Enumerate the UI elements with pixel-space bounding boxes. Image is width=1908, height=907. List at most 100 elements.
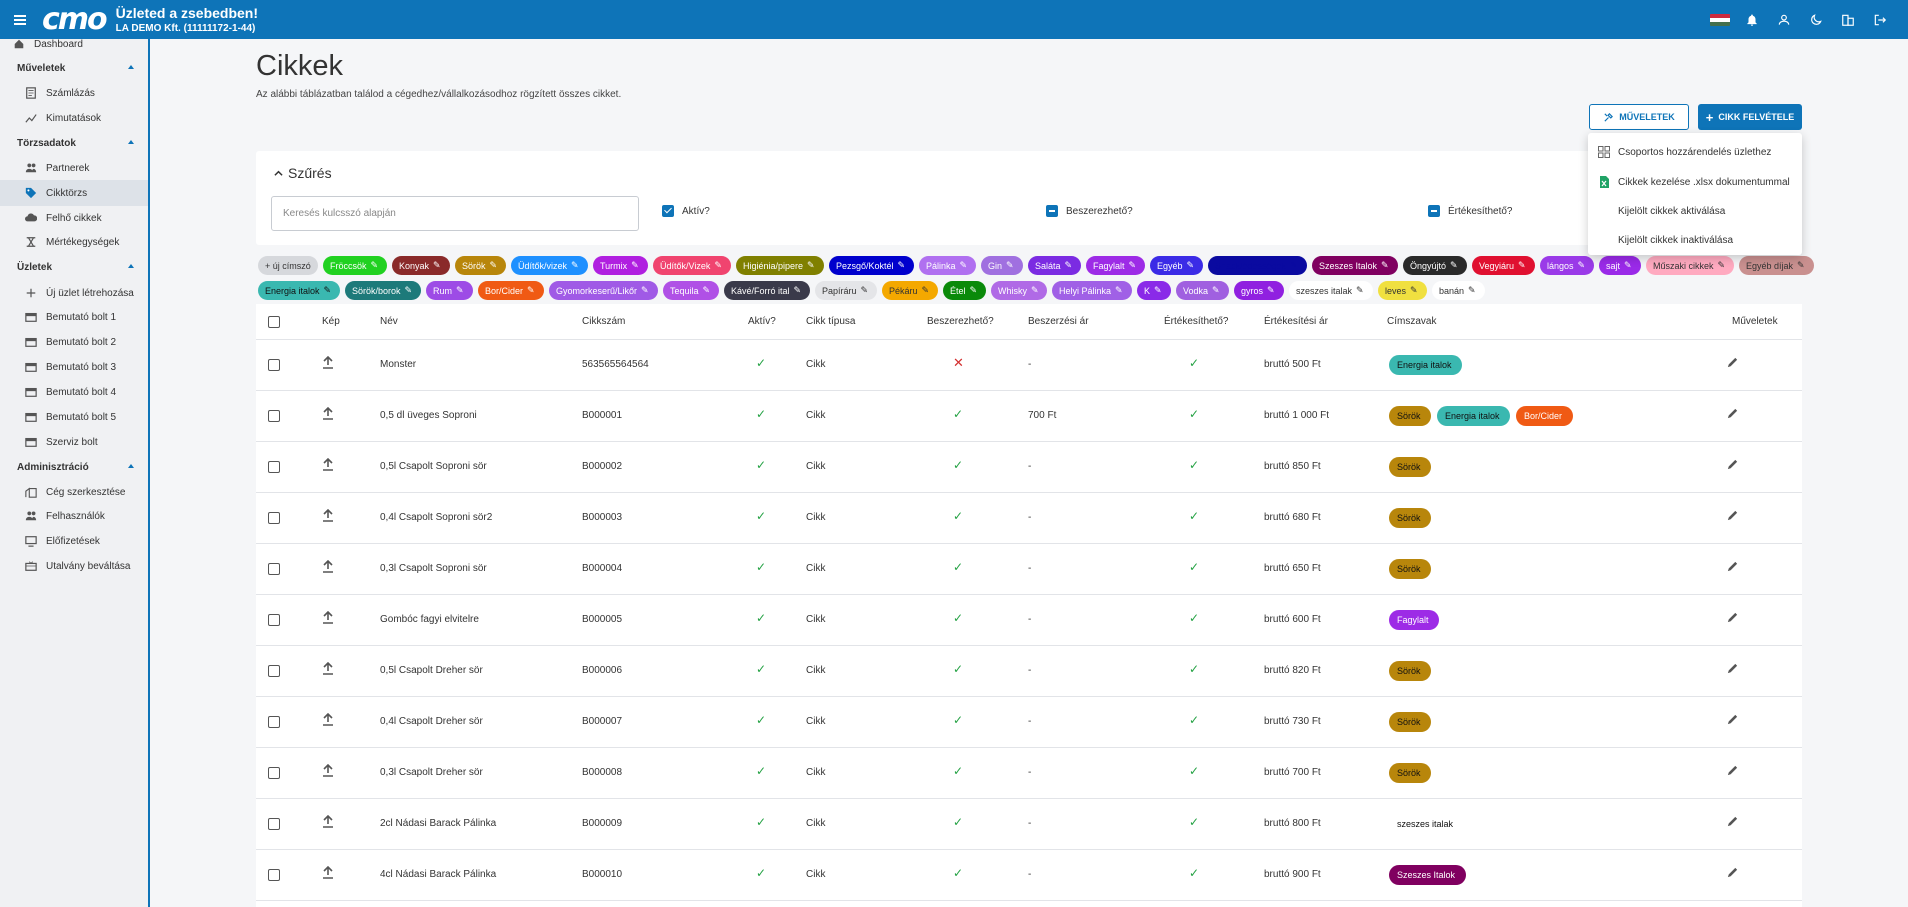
upload-image-icon[interactable]: [322, 559, 334, 577]
sidebar-section-muveletek[interactable]: Műveletek: [0, 56, 148, 80]
pencil-icon[interactable]: ✎: [921, 285, 930, 295]
sidebar-item-elofizetesek[interactable]: Előfizetések: [0, 528, 148, 554]
upload-image-icon[interactable]: [322, 865, 334, 883]
pencil-icon[interactable]: ✎: [433, 260, 441, 270]
sidebar-item-kimutatasok[interactable]: Kimutatások: [0, 105, 148, 131]
pencil-icon[interactable]: ✎: [807, 260, 815, 270]
pencil-icon[interactable]: ✎: [714, 260, 722, 270]
purchasable-checkbox[interactable]: [1046, 205, 1058, 217]
tag-chip[interactable]: Helyi Pálinka ✎: [1052, 281, 1132, 300]
table-row[interactable]: 0,5l Csapolt Dreher sör B000006 ✓ Cikk ✓ - ✓ br…: [256, 646, 1802, 697]
pencil-icon[interactable]: ✎: [793, 285, 802, 295]
bell-icon[interactable]: [1742, 10, 1762, 30]
tag-chip[interactable]: sajt ✎: [1599, 256, 1641, 275]
edit-pencil-icon[interactable]: [1726, 764, 1739, 780]
active-checkbox[interactable]: [662, 205, 674, 217]
table-row[interactable]: Monster 563565564564 ✓ Cikk ✕ - ✓ bruttó 500 Ft…: [256, 340, 1802, 391]
edit-pencil-icon[interactable]: [1726, 815, 1739, 831]
col-header-name[interactable]: Név: [380, 316, 398, 327]
logout-icon[interactable]: [1870, 10, 1890, 30]
pencil-icon[interactable]: ✎: [404, 285, 413, 295]
table-row[interactable]: Gombóc fagyi elvitelre B000005 ✓ Cikk ✓ - ✓ bru…: [256, 595, 1802, 646]
active-filter[interactable]: Aktív?: [662, 205, 710, 217]
table-row[interactable]: 0,3l Csapolt Soproni sör B000004 ✓ Cikk ✓ - ✓ b…: [256, 544, 1802, 595]
pencil-icon[interactable]: ✎: [897, 260, 906, 270]
tag-chip[interactable]: Konyak ✎: [392, 256, 450, 275]
row-checkbox[interactable]: [268, 512, 280, 524]
col-header-purchasable[interactable]: Beszerezhető?: [927, 316, 994, 327]
sidebar-section-uzletek[interactable]: Üzletek: [0, 255, 148, 279]
sidebar-item-utalvany-bevaltasa[interactable]: Utalvány beváltása: [0, 553, 148, 579]
pencil-icon[interactable]: ✎: [702, 285, 711, 295]
col-header-sku[interactable]: Cikkszám: [582, 316, 626, 327]
pencil-icon[interactable]: ✎: [370, 260, 379, 270]
pencil-icon[interactable]: ✎: [1518, 260, 1526, 270]
tag-chip[interactable]: Energia italok ✎: [258, 281, 340, 300]
tag-chip[interactable]: Kávé/Forró ital ✎: [724, 281, 810, 300]
tag-chip[interactable]: Szeszes Italok ✎: [1312, 256, 1398, 275]
pencil-icon[interactable]: ✎: [959, 260, 968, 270]
sellable-filter[interactable]: Értékesíthető?: [1428, 205, 1512, 217]
tag-chip[interactable]: Papíráru ✎: [815, 281, 877, 300]
tag-chip[interactable]: Egyéb díjak ✎: [1739, 256, 1814, 275]
sidebar-section-torzsadatok[interactable]: Törzsadatok: [0, 131, 148, 155]
pencil-icon[interactable]: ✎: [1154, 285, 1162, 295]
operations-button[interactable]: MŰVELETEK: [1589, 104, 1689, 130]
row-checkbox[interactable]: [268, 716, 280, 728]
sidebar-item-ceg-szerkesztese[interactable]: Cég szerkesztése: [0, 479, 148, 505]
add-item-button[interactable]: + CIKK FELVÉTELE: [1698, 104, 1802, 130]
pencil-icon[interactable]: ✎: [323, 285, 332, 295]
upload-image-icon[interactable]: [322, 610, 334, 628]
upload-image-icon[interactable]: [322, 508, 334, 526]
col-header-image[interactable]: Kép: [322, 316, 340, 327]
sidebar-item-szerviz-bolt[interactable]: Szerviz bolt: [0, 429, 148, 455]
search-input[interactable]: Keresés kulcsszó alapján: [271, 196, 639, 231]
edit-pencil-icon[interactable]: [1726, 356, 1739, 372]
tag-chip[interactable]: Tequila ✎: [663, 281, 719, 300]
tag-chip[interactable]: banán ✎: [1432, 281, 1485, 300]
edit-pencil-icon[interactable]: [1726, 611, 1739, 627]
edit-pencil-icon[interactable]: [1726, 458, 1739, 474]
sidebar-item-uj-uzlet-letrehozasa[interactable]: Új üzlet létrehozása: [0, 280, 148, 306]
tag-chip[interactable]: Műszaki cikkek ✎: [1646, 256, 1734, 275]
menu-item-xlsx[interactable]: Cikkek kezelése .xlsx dokumentummal: [1588, 168, 1802, 196]
sidebar-item-felho-cikkek[interactable]: Felhő cikkek: [0, 205, 148, 231]
row-checkbox[interactable]: [268, 461, 280, 473]
tag-chip[interactable]: Sörök ✎: [455, 256, 506, 275]
table-row[interactable]: 0,4l Csapolt Dreher sör B000007 ✓ Cikk ✓ - ✓ br…: [256, 697, 1802, 748]
filter-toggle[interactable]: Szűrés: [274, 165, 332, 181]
col-header-sellable[interactable]: Értékesíthető?: [1164, 316, 1229, 327]
tag-chip[interactable]: Turmix ✎: [593, 256, 648, 275]
cmo-logo[interactable]: cmo: [42, 1, 108, 37]
language-flag-icon[interactable]: [1710, 10, 1730, 30]
pencil-icon[interactable]: ✎: [1212, 285, 1220, 295]
tag-chip[interactable]: Vegyiáru ✎: [1472, 256, 1535, 275]
table-row[interactable]: 0,4l Csapolt Soproni sör2 B000003 ✓ Cikk ✓ - ✓…: [256, 493, 1802, 544]
pencil-icon[interactable]: ✎: [1577, 260, 1586, 270]
menu-item-activate[interactable]: Kijelölt cikkek aktiválása: [1588, 197, 1802, 225]
pencil-icon[interactable]: ✎: [641, 285, 649, 295]
tag-chip[interactable]: Fröccsök ✎: [323, 256, 387, 275]
sidebar-item-partnerek[interactable]: Partnerek: [0, 155, 148, 181]
upload-image-icon[interactable]: [322, 661, 334, 679]
tag-chip[interactable]: Étel ✎: [943, 281, 986, 300]
sidebar-item-szamlazas[interactable]: Számlázás: [0, 80, 148, 106]
tag-chip[interactable]: szeszes italak ✎: [1289, 281, 1373, 300]
col-header-active[interactable]: Aktív?: [748, 316, 776, 327]
upload-image-icon[interactable]: [322, 814, 334, 832]
tag-chip[interactable]: Bor/Cider ✎: [478, 281, 544, 300]
tag-chip[interactable]: Pékáru ✎: [882, 281, 938, 300]
table-row[interactable]: 0,3l Csapolt Dreher sör B000008 ✓ Cikk ✓ - ✓ br…: [256, 748, 1802, 799]
tag-chip[interactable]: Üdítők/vizek ✎: [511, 256, 588, 275]
table-row[interactable]: 0,5 dl üveges Soproni B000001 ✓ Cikk ✓ 700 Ft…: [256, 391, 1802, 442]
pencil-icon[interactable]: ✎: [1006, 260, 1014, 270]
tag-chip[interactable]: Gin ✎: [981, 256, 1023, 275]
tag-chip[interactable]: lángos ✎: [1540, 256, 1594, 275]
tag-chip[interactable]: K ✎: [1137, 281, 1171, 300]
pencil-icon[interactable]: ✎: [456, 285, 464, 295]
menu-item-bulk-assign[interactable]: Csoportos hozzárendelés üzlethez: [1588, 138, 1802, 166]
upload-image-icon[interactable]: [322, 712, 334, 730]
tag-chip[interactable]: Whisky ✎: [991, 281, 1047, 300]
tag-chip[interactable]: Pálinka ✎: [919, 256, 976, 275]
tag-chip[interactable]: Snack/édességek ✎: [1208, 256, 1307, 275]
